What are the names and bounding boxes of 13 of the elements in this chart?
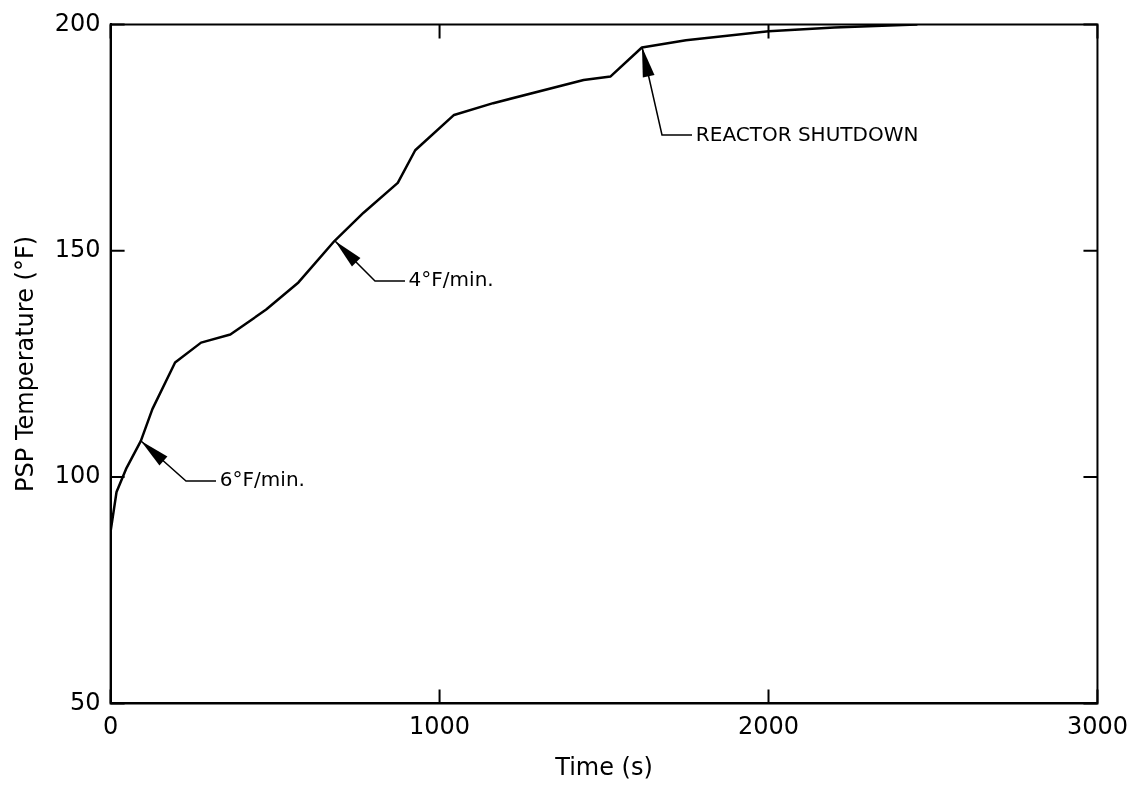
y-tick-label: 50 — [70, 687, 101, 716]
x-tick-label: 2000 — [737, 712, 800, 741]
y-tick-label: 200 — [54, 8, 101, 37]
x-tick-label: 1000 — [409, 712, 471, 741]
y-tick-label: 150 — [54, 234, 101, 263]
x-tick-label: 3000 — [1066, 712, 1128, 741]
annotation: REACTOR SHUTDOWN — [695, 121, 919, 146]
y-axis-title: PSP Temperature (°F) — [10, 235, 39, 492]
annotation: 4°F/min. — [408, 266, 494, 291]
y-tick-label: 100 — [54, 461, 101, 490]
x-axis-title: Time (s) — [554, 752, 653, 781]
annotation: 6°F/min. — [219, 467, 305, 492]
x-tick-label: 0 — [102, 712, 119, 741]
